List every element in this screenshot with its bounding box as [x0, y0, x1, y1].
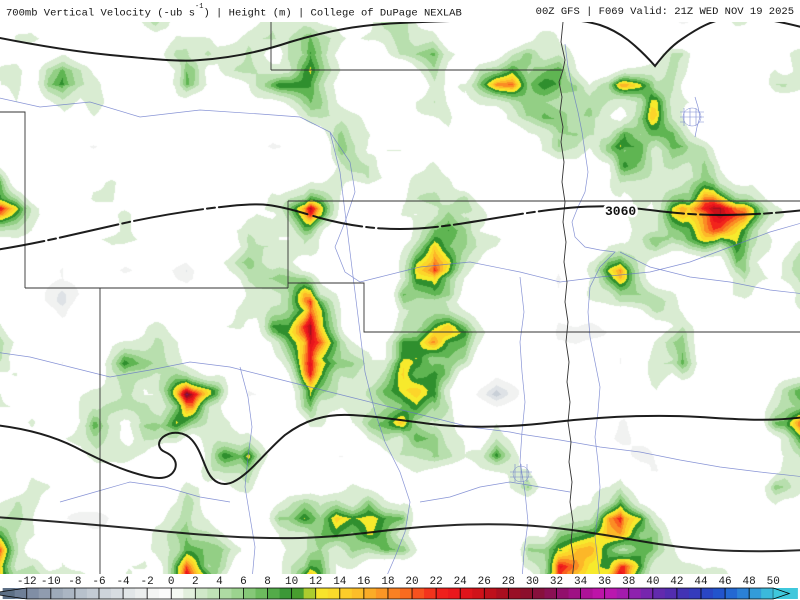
svg-text:24: 24 — [454, 576, 468, 588]
svg-text:50: 50 — [767, 576, 780, 588]
svg-text:48: 48 — [743, 576, 756, 588]
svg-text:8: 8 — [264, 576, 271, 588]
svg-text:-8: -8 — [68, 576, 81, 588]
svg-text:-6: -6 — [92, 576, 105, 588]
svg-text:-12: -12 — [17, 576, 37, 588]
svg-text:-10: -10 — [41, 576, 61, 588]
svg-text:16: 16 — [357, 576, 370, 588]
svg-text:36: 36 — [598, 576, 611, 588]
svg-text:44: 44 — [694, 576, 708, 588]
svg-text:14: 14 — [333, 576, 347, 588]
svg-text:4: 4 — [216, 576, 223, 588]
svg-text:2: 2 — [192, 576, 199, 588]
svg-text:42: 42 — [670, 576, 683, 588]
svg-text:18: 18 — [381, 576, 394, 588]
svg-text:3060: 3060 — [605, 204, 636, 219]
svg-text:38: 38 — [622, 576, 635, 588]
svg-text:6: 6 — [240, 576, 247, 588]
svg-text:26: 26 — [478, 576, 491, 588]
svg-text:0: 0 — [168, 576, 175, 588]
svg-text:46: 46 — [718, 576, 731, 588]
svg-text:-4: -4 — [116, 576, 130, 588]
svg-text:20: 20 — [405, 576, 418, 588]
svg-text:34: 34 — [574, 576, 588, 588]
svg-text:12: 12 — [309, 576, 322, 588]
svg-text:22: 22 — [430, 576, 443, 588]
svg-text:32: 32 — [550, 576, 563, 588]
svg-text:28: 28 — [502, 576, 515, 588]
svg-text:-2: -2 — [141, 576, 154, 588]
svg-text:10: 10 — [285, 576, 298, 588]
svg-text:40: 40 — [646, 576, 659, 588]
svg-text:30: 30 — [526, 576, 539, 588]
